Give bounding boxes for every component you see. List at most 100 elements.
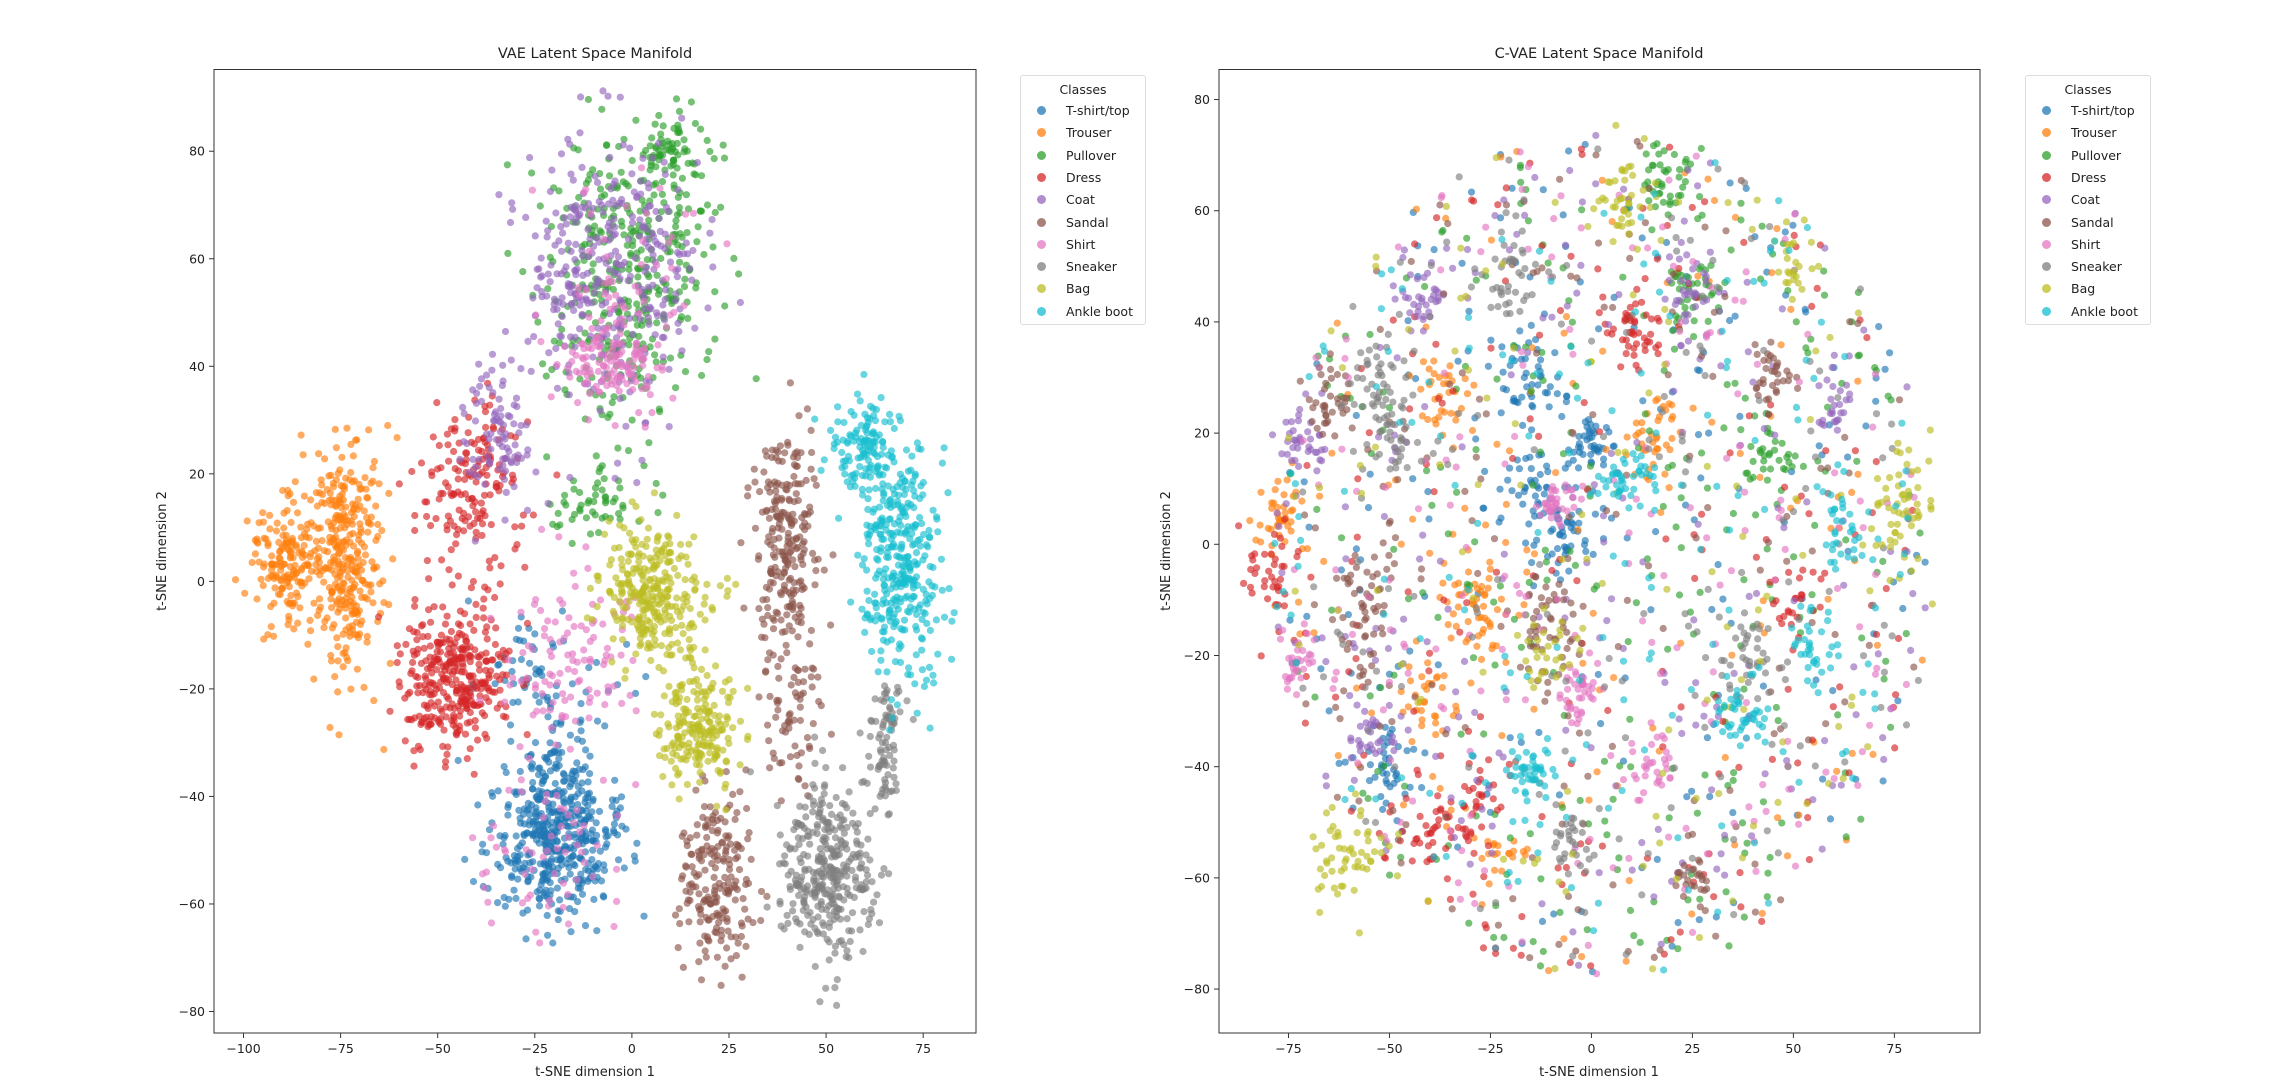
scatter-point — [922, 676, 931, 684]
scatter-point — [1609, 442, 1617, 451]
scatter-point — [703, 580, 711, 589]
scatter-point — [849, 850, 857, 859]
scatter-point — [644, 524, 653, 532]
scatter-point — [792, 490, 800, 498]
scatter-point — [608, 802, 616, 811]
scatter-point — [1366, 761, 1374, 769]
scatter-point — [502, 488, 510, 496]
scatter-point — [594, 275, 602, 283]
cvae-axes: C-VAE Latent Space Manifold t-SNE dimens… — [1159, 46, 1981, 1080]
scatter-point — [487, 919, 496, 927]
scatter-point — [582, 746, 590, 754]
scatter-point — [594, 479, 602, 487]
scatter-point — [786, 481, 794, 489]
scatter-point — [737, 539, 745, 547]
scatter-point — [674, 944, 682, 952]
scatter-point — [338, 453, 346, 461]
scatter-point — [264, 631, 272, 639]
scatter-point — [656, 184, 664, 192]
scatter-point — [628, 416, 636, 424]
scatter-point — [680, 136, 688, 144]
scatter-point — [460, 668, 468, 676]
scatter-point — [809, 549, 817, 558]
scatter-point — [478, 509, 486, 517]
scatter-point — [507, 737, 515, 745]
scatter-point — [464, 513, 473, 521]
scatter-point — [601, 722, 609, 730]
scatter-point — [811, 415, 819, 423]
scatter-point — [588, 856, 596, 864]
scatter-point — [547, 393, 555, 401]
scatter-point — [729, 790, 737, 799]
scatter-point — [706, 229, 714, 237]
scatter-point — [558, 607, 567, 615]
scatter-point — [694, 741, 702, 749]
scatter-point — [825, 828, 833, 836]
scatter-point — [578, 848, 586, 856]
scatter-point — [318, 537, 326, 545]
scatter-point — [579, 340, 587, 348]
scatter-point — [709, 819, 717, 827]
scatter-point — [287, 518, 295, 527]
scatter-point — [552, 719, 561, 727]
scatter-point — [1683, 793, 1691, 801]
scatter-point — [703, 742, 711, 750]
scatter-point — [577, 870, 585, 878]
scatter-point — [886, 751, 894, 760]
scatter-point — [691, 119, 700, 128]
scatter-point — [896, 513, 904, 521]
scatter-point — [792, 879, 800, 887]
scatter-point — [690, 664, 698, 672]
scatter-point — [481, 480, 489, 488]
scatter-point — [796, 855, 804, 863]
scatter-point — [736, 717, 745, 725]
scatter-point — [821, 890, 829, 898]
scatter-point — [531, 630, 539, 638]
scatter-point — [576, 129, 584, 137]
scatter-point — [458, 631, 466, 639]
scatter-point — [574, 146, 582, 154]
scatter-point — [601, 656, 609, 665]
scatter-point — [463, 755, 471, 763]
scatter-point — [626, 529, 634, 537]
scatter-point — [375, 480, 383, 488]
scatter-point — [327, 651, 335, 660]
scatter-point — [571, 206, 580, 214]
scatter-point — [593, 927, 601, 935]
scatter-point — [797, 480, 805, 488]
scatter-point — [894, 605, 902, 613]
scatter-point — [895, 491, 903, 499]
scatter-point — [668, 233, 676, 241]
scatter-point — [782, 564, 790, 572]
scatter-point — [559, 794, 568, 802]
scatter-point — [346, 531, 354, 539]
scatter-point — [1543, 462, 1551, 470]
scatter-point — [1497, 514, 1505, 522]
scatter-point — [346, 632, 354, 640]
scatter-point — [556, 896, 564, 904]
scatter-point — [791, 742, 799, 750]
scatter-point — [877, 647, 885, 655]
scatter-point — [660, 692, 668, 700]
scatter-point — [801, 509, 809, 518]
scatter-point — [375, 613, 383, 621]
scatter-point — [783, 611, 791, 619]
scatter-point — [1551, 349, 1559, 357]
scatter-point — [633, 300, 641, 308]
scatter-point — [318, 567, 326, 575]
scatter-point — [722, 806, 730, 814]
scatter-point — [466, 684, 474, 692]
scatter-point — [584, 564, 592, 573]
scatter-point — [576, 301, 584, 309]
scatter-point — [470, 440, 478, 448]
scatter-point — [1379, 805, 1387, 814]
scatter-point — [711, 928, 719, 936]
scatter-point — [635, 624, 643, 632]
scatter-point — [872, 717, 880, 726]
scatter-point — [809, 797, 818, 805]
scatter-point — [801, 928, 809, 936]
scatter-point — [643, 535, 651, 543]
scatter-point — [310, 675, 318, 683]
scatter-point — [814, 673, 822, 681]
scatter-point — [1921, 558, 1929, 566]
